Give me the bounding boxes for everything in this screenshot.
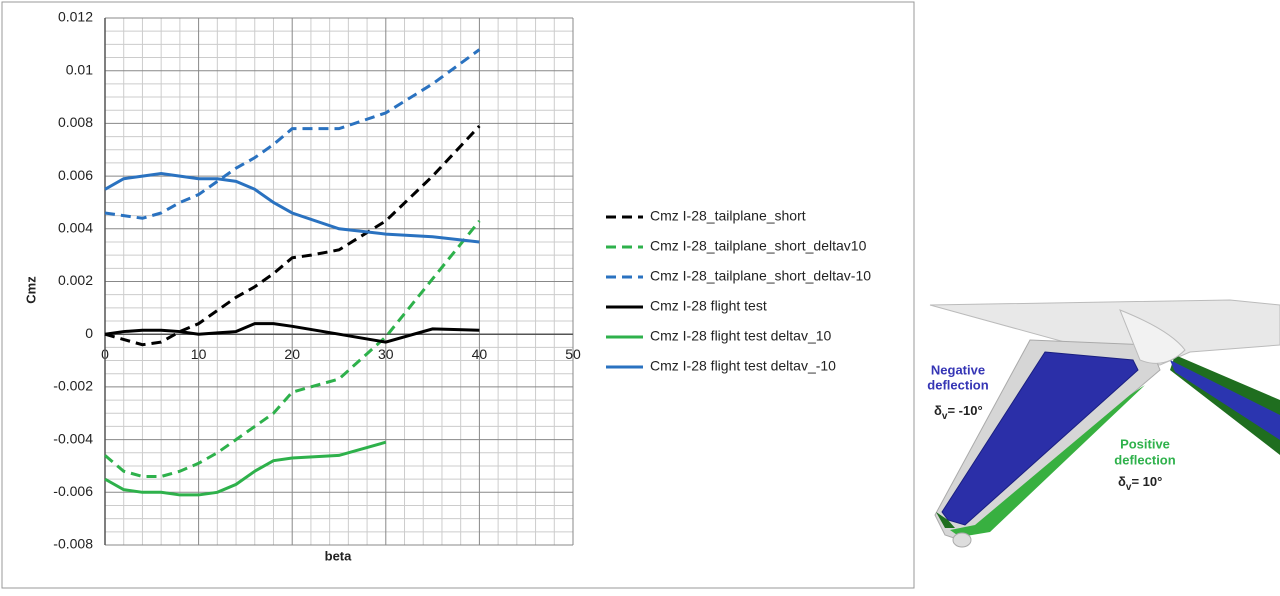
legend-label: Cmz I-28_tailplane_short_deltav-10 bbox=[650, 268, 871, 284]
y-tick-label: 0.012 bbox=[58, 9, 93, 25]
y-tick-label: 0.002 bbox=[58, 272, 93, 288]
annotation: Positive bbox=[1120, 436, 1170, 451]
legend-label: Cmz I-28_tailplane_short_deltav10 bbox=[650, 238, 867, 254]
x-tick-label: 30 bbox=[378, 346, 394, 362]
legend-label: Cmz I-28_tailplane_short bbox=[650, 208, 806, 224]
series-line bbox=[104, 171, 480, 244]
annotation: deflection bbox=[1114, 452, 1175, 467]
subscript: v bbox=[942, 411, 948, 422]
y-tick-label: -0.002 bbox=[53, 378, 93, 394]
y-tick-label: 0.01 bbox=[66, 61, 93, 77]
subscript: v bbox=[1126, 482, 1132, 493]
y-tick-label: -0.004 bbox=[53, 430, 93, 446]
y-tick-label: 0.004 bbox=[58, 220, 93, 236]
x-axis-label: beta bbox=[325, 548, 353, 563]
annotation: Negative bbox=[931, 362, 985, 377]
annotation: δv= -10° bbox=[934, 403, 983, 421]
wing-render bbox=[929, 299, 1280, 548]
negative-label: Negative deflection bbox=[927, 362, 988, 392]
y-tick-label: -0.006 bbox=[53, 483, 93, 499]
series-line bbox=[104, 440, 387, 497]
series-line bbox=[104, 125, 481, 347]
y-tick-label: 0.006 bbox=[58, 167, 93, 183]
x-tick-label: 10 bbox=[191, 346, 207, 362]
y-tick-label: -0.008 bbox=[53, 536, 93, 552]
plot: 0.012 0.01 0.008 0.006 0.004 0.002 0 -0.002 -0.0… bbox=[53, 9, 871, 552]
x-tick-label: 20 bbox=[284, 346, 300, 362]
x-tick-label: 50 bbox=[565, 346, 581, 362]
x-tick-label: 40 bbox=[472, 346, 488, 362]
annotation: δv= 10° bbox=[1118, 474, 1162, 492]
annotation: deflection bbox=[927, 377, 988, 392]
symbol: δ bbox=[1118, 474, 1126, 489]
y-axis-label: Cmz bbox=[23, 276, 38, 304]
legend-label: Cmz I-28 flight test bbox=[650, 298, 767, 314]
value-text: = -10° bbox=[947, 403, 982, 418]
symbol: δ bbox=[934, 403, 942, 418]
y-tick-label: 0 bbox=[85, 325, 93, 341]
series-line bbox=[104, 219, 481, 478]
y-tick-label: 0.008 bbox=[58, 114, 93, 130]
value-text: = 10° bbox=[1131, 474, 1162, 489]
legend-label: Cmz I-28 flight test deltav_10 bbox=[650, 328, 832, 344]
series-line bbox=[104, 322, 480, 344]
legend-label: Cmz I-28 flight test deltav_-10 bbox=[650, 358, 836, 374]
